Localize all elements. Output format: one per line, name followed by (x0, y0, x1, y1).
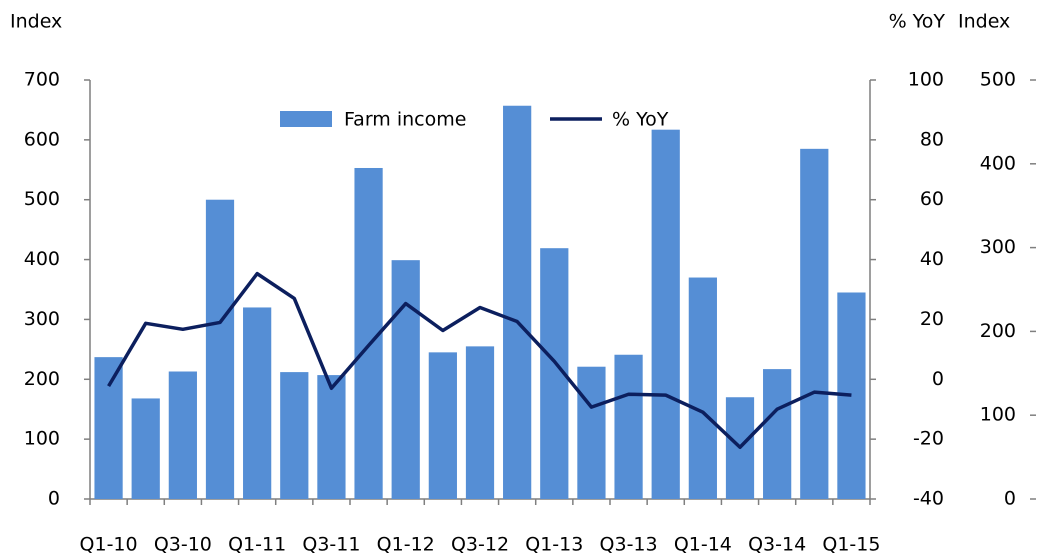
y-tick-label: 200 (24, 368, 60, 390)
y-tick-label: 100 (980, 404, 1016, 426)
bar (391, 260, 420, 499)
x-tick-label: Q1-11 (228, 534, 286, 556)
bar (503, 105, 532, 499)
y2-tick-label: 0 (932, 368, 944, 390)
x-tick-label: Q3-13 (600, 534, 658, 556)
y2-tick-label: 60 (920, 188, 944, 210)
x-tick-label: Q1-13 (525, 534, 583, 556)
y-tick-label: 100 (24, 428, 60, 450)
bar (614, 354, 643, 499)
y-tick-label: 700 (24, 69, 60, 91)
x-tick-label: Q1-15 (822, 534, 880, 556)
y-tick-label: 300 (980, 236, 1016, 258)
y-tick-label: 400 (980, 152, 1016, 174)
x-tick-label: Q3-10 (154, 534, 212, 556)
y-axis-label: Index (958, 11, 1010, 33)
y2-axis-label: % YoY (889, 11, 946, 33)
y-tick-label: 0 (48, 488, 60, 510)
bar (465, 346, 495, 499)
legend-label: Farm income (344, 109, 466, 131)
bar (168, 371, 197, 499)
bar (94, 357, 123, 499)
y-tick-label: 400 (24, 248, 60, 270)
bar (243, 307, 272, 499)
y-tick-label: 0 (1004, 488, 1016, 510)
x-tick-label: Q3-14 (748, 534, 806, 556)
bar (428, 352, 457, 499)
x-tick-label: Q1-12 (377, 534, 435, 556)
y-tick-label: 500 (24, 188, 60, 210)
y2-tick-label: 100 (908, 69, 944, 91)
y2-tick-label: 80 (920, 128, 944, 150)
y2-tick-label: -20 (913, 428, 944, 450)
legend-label: % YoY (612, 109, 669, 131)
x-tick-label: Q3-11 (302, 534, 360, 556)
x-tick-label: Q1-14 (674, 534, 732, 556)
line (107, 271, 852, 449)
x-tick-label: Q1-10 (80, 534, 138, 556)
y-tick-label: 500 (980, 69, 1016, 91)
bar (131, 398, 160, 499)
bar (763, 369, 792, 499)
bar (280, 372, 309, 499)
bar (577, 366, 606, 499)
x-tick-label: Q3-12 (451, 534, 509, 556)
y2-tick-label: -40 (913, 488, 944, 510)
bar (800, 148, 829, 500)
legend-swatch (280, 111, 332, 127)
y-axis-label: Index (10, 11, 62, 33)
bar (651, 129, 680, 499)
y-tick-label: 200 (980, 320, 1016, 342)
y-tick-label: 300 (24, 308, 60, 330)
bar (205, 199, 235, 499)
y2-tick-label: 20 (920, 308, 944, 330)
bar (688, 277, 717, 499)
y-tick-label: 600 (24, 128, 60, 150)
bar (317, 375, 346, 499)
y2-tick-label: 40 (920, 248, 944, 270)
